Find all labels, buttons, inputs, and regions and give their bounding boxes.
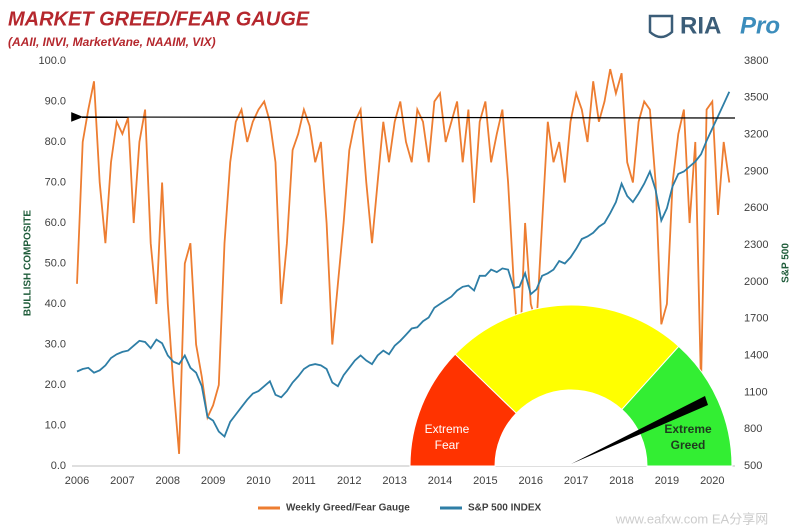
y2-tick-label: 2600 bbox=[744, 202, 768, 214]
y2-tick-label: 2900 bbox=[744, 165, 768, 177]
y2-tick-label: 3200 bbox=[744, 129, 768, 141]
legend-label: Weekly Greed/Fear Gauge bbox=[286, 503, 410, 514]
x-tick-label: 2019 bbox=[655, 475, 679, 487]
x-tick-label: 2011 bbox=[292, 475, 316, 487]
watermark: www.eafxw.com EA分享网 bbox=[615, 511, 768, 526]
x-tick-label: 2015 bbox=[473, 475, 497, 487]
x-tick-label: 2012 bbox=[337, 475, 361, 487]
y-tick-label: 90.0 bbox=[45, 95, 66, 107]
series-line bbox=[76, 68, 731, 454]
y-tick-label: 10.0 bbox=[45, 419, 66, 431]
y2-tick-label: 3800 bbox=[744, 55, 768, 67]
y2-tick-label: 1400 bbox=[744, 349, 768, 361]
y2-axis-title: S&P 500 bbox=[781, 243, 792, 283]
series-line bbox=[76, 91, 731, 439]
x-tick-label: 2017 bbox=[564, 475, 588, 487]
threshold-arrow bbox=[71, 112, 736, 122]
gauge: Extreme Fear Extreme Greed bbox=[409, 304, 733, 467]
y-axis-title: BULLISH COMPOSITE bbox=[23, 210, 34, 316]
gauge-greed-label: Extreme Greed bbox=[664, 422, 712, 452]
y2-tick-label: 1700 bbox=[744, 313, 768, 325]
logo-suffix: Pro bbox=[740, 12, 780, 39]
x-tick-label: 2018 bbox=[609, 475, 633, 487]
x-tick-label: 2010 bbox=[246, 475, 270, 487]
x-tick-label: 2013 bbox=[382, 475, 406, 487]
logo-name: RIA bbox=[680, 12, 721, 39]
y2-tick-label: 3500 bbox=[744, 92, 768, 104]
gauge-segment bbox=[454, 304, 680, 414]
logo: RIA Pro bbox=[648, 12, 780, 39]
y2-tick-label: 500 bbox=[744, 460, 762, 472]
y-tick-label: 70.0 bbox=[45, 176, 66, 188]
legend-label: S&P 500 INDEX bbox=[468, 503, 542, 514]
x-tick-label: 2016 bbox=[519, 475, 543, 487]
x-tick-label: 2007 bbox=[110, 475, 134, 487]
x-tick-label: 2020 bbox=[700, 475, 724, 487]
y2-tick-label: 800 bbox=[744, 423, 762, 435]
gauge-base bbox=[410, 464, 732, 466]
chart-subtitle: (AAII, INVI, MarketVane, NAAIM, VIX) bbox=[8, 35, 216, 49]
y-tick-label: 80.0 bbox=[45, 136, 66, 148]
chart-title: MARKET GREED/FEAR GAUGE bbox=[8, 8, 310, 30]
x-tick-label: 2009 bbox=[201, 475, 225, 487]
y-tick-label: 40.0 bbox=[45, 298, 66, 310]
x-tick-label: 2006 bbox=[65, 475, 89, 487]
y-tick-label: 60.0 bbox=[45, 217, 66, 229]
y-tick-label: 0.0 bbox=[51, 460, 66, 472]
gauge-fear-label: Extreme Fear bbox=[425, 422, 470, 452]
x-tick-label: 2008 bbox=[156, 475, 180, 487]
y-tick-label: 50.0 bbox=[45, 257, 66, 269]
gauge-segment bbox=[621, 345, 733, 467]
y-tick-label: 20.0 bbox=[45, 379, 66, 391]
y2-tick-label: 2000 bbox=[744, 276, 768, 288]
gauge-needle bbox=[571, 396, 708, 464]
logo-icon bbox=[648, 14, 674, 39]
y2-tick-label: 1100 bbox=[744, 386, 768, 398]
x-tick-label: 2014 bbox=[428, 475, 452, 487]
plot-area: 0.0 10.0 20.0 30.0 40.0 50.0 60.0 70.0 80.0 90.0 1… bbox=[38, 55, 768, 514]
y2-tick-label: 2300 bbox=[744, 239, 768, 251]
y-tick-label: 100.0 bbox=[38, 55, 66, 67]
y-tick-label: 30.0 bbox=[45, 338, 66, 350]
